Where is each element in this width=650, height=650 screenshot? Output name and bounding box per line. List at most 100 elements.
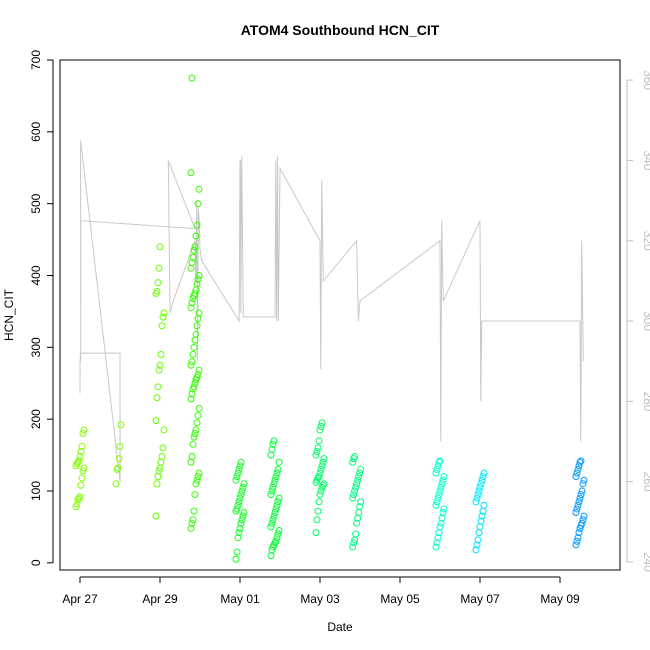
data-point xyxy=(473,494,481,502)
data-point xyxy=(355,473,363,481)
data-point xyxy=(193,280,201,288)
data-point xyxy=(320,455,328,463)
data-point xyxy=(437,483,445,491)
data-point xyxy=(157,458,165,466)
data-point xyxy=(319,481,327,489)
data-point xyxy=(475,529,483,537)
data-point xyxy=(238,487,246,495)
data-point xyxy=(474,536,482,544)
data-point xyxy=(192,330,200,338)
data-point xyxy=(313,447,321,455)
data-point xyxy=(474,491,482,499)
x-tick-label: Apr 27 xyxy=(62,592,98,606)
data-point xyxy=(438,480,446,488)
data-point xyxy=(437,519,445,527)
data-point xyxy=(578,487,586,495)
data-point xyxy=(236,462,244,470)
data-point xyxy=(439,476,447,484)
data-point xyxy=(267,451,275,459)
data-point xyxy=(154,279,162,287)
data-point xyxy=(472,546,480,554)
data-point xyxy=(439,509,447,517)
data-point xyxy=(318,419,326,427)
data-point xyxy=(195,469,203,477)
data-point xyxy=(269,516,277,524)
data-point xyxy=(573,537,581,545)
data-point xyxy=(312,451,320,459)
data-point xyxy=(78,474,86,482)
data-point xyxy=(275,458,283,466)
data-point xyxy=(317,422,325,430)
data-point xyxy=(193,373,201,381)
y-tick-label: 400 xyxy=(29,265,43,285)
data-point xyxy=(572,541,580,549)
data-point xyxy=(195,185,203,193)
data-point xyxy=(187,361,195,369)
data-point xyxy=(572,473,580,481)
data-point xyxy=(188,259,196,267)
data-point xyxy=(191,243,199,251)
data-point xyxy=(195,366,203,374)
data-point xyxy=(237,519,245,527)
data-point xyxy=(268,519,276,527)
data-point xyxy=(272,537,280,545)
data-point xyxy=(235,498,243,506)
data-point xyxy=(79,467,87,475)
data-point xyxy=(433,465,441,473)
data-point xyxy=(579,480,587,488)
data-point xyxy=(194,200,202,208)
data-point xyxy=(580,476,588,484)
y2-tick-label: 360 xyxy=(641,70,650,90)
y2-tick-label: 260 xyxy=(641,472,650,492)
data-point xyxy=(194,473,202,481)
data-point xyxy=(238,516,246,524)
data-point xyxy=(574,534,582,542)
data-point xyxy=(315,498,323,506)
data-point xyxy=(77,447,85,455)
data-point xyxy=(233,473,241,481)
data-point xyxy=(356,503,364,511)
data-point xyxy=(357,498,365,506)
data-point xyxy=(314,507,322,515)
data-point xyxy=(572,509,580,517)
data-point xyxy=(153,480,161,488)
data-point xyxy=(156,361,164,369)
data-point xyxy=(434,494,442,502)
data-point xyxy=(155,467,163,475)
data-point xyxy=(190,343,198,351)
data-point xyxy=(117,421,125,429)
data-point xyxy=(476,523,484,531)
y2-tick-label: 340 xyxy=(641,150,650,170)
data-point xyxy=(274,498,282,506)
data-point xyxy=(114,464,122,472)
data-point xyxy=(272,505,280,513)
y2-tick-label: 320 xyxy=(641,231,650,251)
data-point xyxy=(189,254,197,262)
data-point xyxy=(191,491,199,499)
data-point xyxy=(316,491,324,499)
data-point xyxy=(352,530,360,538)
data-point xyxy=(80,426,88,434)
data-point xyxy=(154,473,162,481)
data-point xyxy=(195,271,203,279)
data-point xyxy=(472,498,480,506)
data-point xyxy=(351,453,359,461)
data-point xyxy=(350,539,358,547)
data-point xyxy=(158,453,166,461)
data-point xyxy=(155,264,163,272)
data-point xyxy=(573,505,581,513)
points-layer xyxy=(72,74,588,563)
chart-title: ATOM4 Southbound HCN_CIT xyxy=(241,22,440,38)
data-point xyxy=(269,483,277,491)
data-point xyxy=(157,351,165,359)
data-point xyxy=(577,457,585,465)
trace-layer xyxy=(79,140,584,482)
data-point xyxy=(319,458,327,466)
data-point xyxy=(268,445,276,453)
data-point xyxy=(354,476,362,484)
data-point xyxy=(237,491,245,499)
data-point xyxy=(156,243,164,251)
data-point xyxy=(479,473,487,481)
data-point xyxy=(160,309,168,317)
data-point xyxy=(194,412,202,420)
